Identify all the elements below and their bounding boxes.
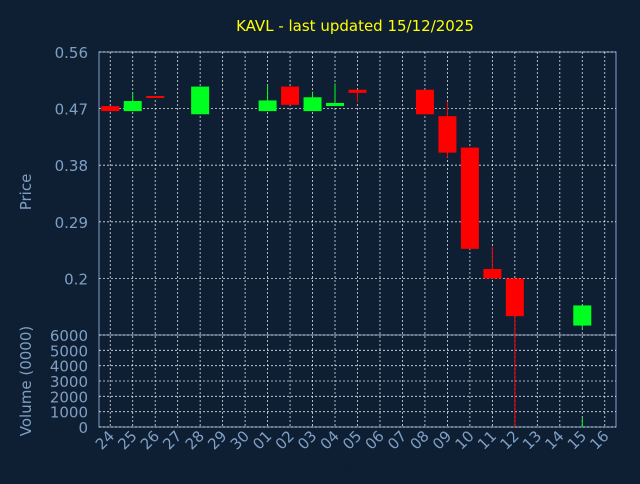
candle-body: [191, 86, 210, 115]
candle-body: [505, 278, 524, 317]
candle-body: [438, 116, 457, 153]
x-tick-label: 16: [586, 427, 612, 453]
volume-tick-label: 5000: [50, 342, 88, 360]
price-tick-label: 0.29: [55, 214, 88, 232]
x-axis-label: Day: [333, 458, 363, 476]
price-tick-label: 0.56: [55, 44, 88, 62]
candle-body: [146, 96, 165, 99]
candle-body: [348, 89, 367, 93]
volume-tick-label: 4000: [50, 358, 88, 376]
candle-body: [101, 106, 120, 112]
candle-body: [326, 102, 345, 107]
volume-tick-label: 6000: [50, 327, 88, 345]
candle-body: [483, 268, 502, 279]
volume-tick-label: 3000: [50, 373, 88, 391]
candle-body: [415, 89, 434, 115]
candle-body: [460, 147, 479, 249]
chart-title: KAVL - last updated 15/12/2025: [236, 17, 474, 35]
candle-body: [281, 86, 300, 105]
candle-body: [258, 100, 277, 112]
candle-body: [303, 97, 322, 112]
volume-tick-label: 1000: [50, 404, 88, 422]
price-axis-label: Price: [17, 174, 35, 211]
volume-tick-label: 2000: [50, 388, 88, 406]
candle-body: [573, 305, 592, 326]
price-tick-label: 0.2: [64, 270, 88, 288]
price-tick-label: 0.47: [55, 101, 88, 119]
price-tick-label: 0.38: [55, 157, 88, 175]
volume-axis-label: Volume (0000): [17, 326, 35, 436]
volume-tick-label: 0: [78, 419, 88, 437]
candle-body: [123, 101, 142, 112]
